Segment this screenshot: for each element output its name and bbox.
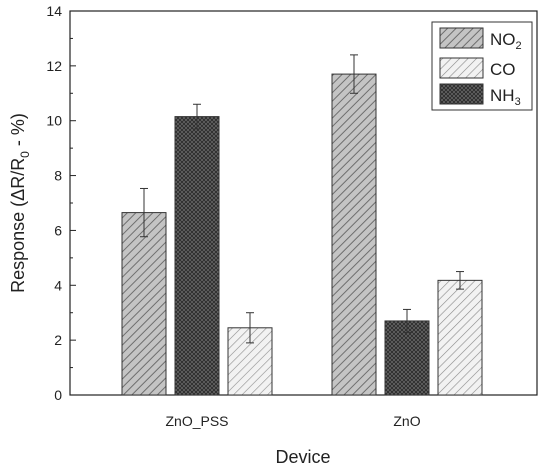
y-tick-label: 6 <box>54 222 62 238</box>
bar-co-zno <box>437 279 483 396</box>
bar-no2-zno <box>331 73 377 396</box>
y-tick-label: 2 <box>54 332 62 348</box>
y-axis-title-main: Response (ΔR/R <box>8 158 28 293</box>
bar-nh3-zno_pss <box>174 116 220 396</box>
legend: NO2 CO NH3 <box>431 21 533 111</box>
legend-swatch-nh3 <box>439 83 484 105</box>
x-tick-label: ZnO_PSS <box>165 413 228 429</box>
legend-label-nh3: NH3 <box>490 86 521 108</box>
legend-label-co: CO <box>490 60 516 79</box>
y-tick-label: 8 <box>54 168 62 184</box>
y-axis-title-tail: - %) <box>8 113 28 151</box>
x-axis: ZnO_PSS ZnO <box>165 389 421 429</box>
bar-no2-zno_pss <box>121 212 167 396</box>
y-tick-label: 10 <box>46 113 62 129</box>
bar-series <box>121 54 483 396</box>
y-axis-title-subscript: 0 <box>18 151 32 158</box>
y-tick-label: 0 <box>54 387 62 403</box>
legend-label-no2: NO2 <box>490 30 522 52</box>
y-axis: 0 2 4 6 8 10 12 14 <box>46 3 76 403</box>
bar-nh3-zno <box>384 320 430 396</box>
x-axis-title: Device <box>275 447 330 467</box>
y-tick-label: 14 <box>46 3 62 19</box>
x-tick-label: ZnO <box>393 413 420 429</box>
y-tick-label: 4 <box>54 277 62 293</box>
legend-swatch-co <box>439 57 484 79</box>
y-tick-label: 12 <box>46 58 62 74</box>
y-axis-title: Response (ΔR/R0 - %) <box>8 113 32 293</box>
legend-swatch-no2 <box>439 27 484 49</box>
